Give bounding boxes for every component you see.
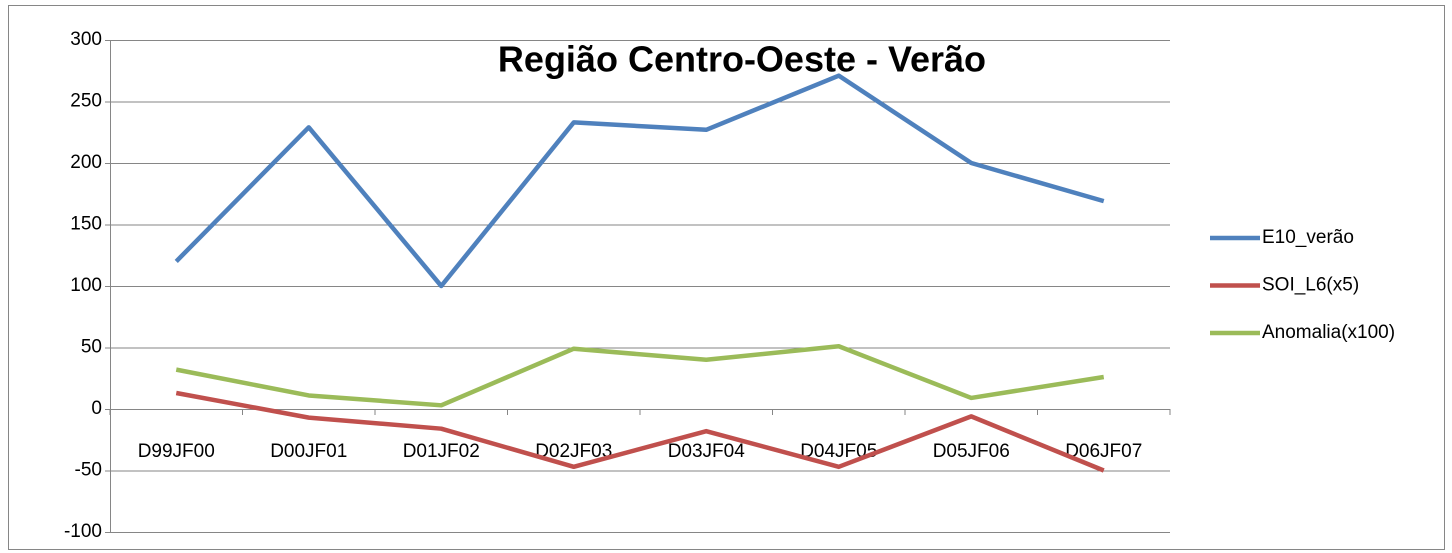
x-tick-label: D05JF06 [933,441,1010,462]
series-line [175,344,1105,408]
legend-label: Anomalia(x100) [1262,322,1395,343]
y-tick-label: 200 [70,152,102,173]
y-tick-label: 300 [70,29,102,50]
y-tick-label: 100 [70,275,102,296]
x-tick-label: D00JF01 [270,441,347,462]
y-tick-label: 0 [91,398,102,419]
x-tick-label: D03JF04 [668,441,746,462]
series-line [175,390,1105,473]
y-tick-label: -100 [64,521,102,542]
legend-label: E10_verão [1262,227,1354,248]
x-tick-label: D02JF03 [535,441,612,462]
legend-label: SOI_L6(x5) [1262,275,1359,296]
y-tick-label: 150 [70,214,102,235]
y-tick-label: -50 [75,460,102,481]
y-tick-label: 50 [81,337,102,358]
x-tick-label: D06JF07 [1065,441,1142,462]
x-tick-label: D01JF02 [403,441,480,462]
chart-border [8,5,1445,550]
x-tick-label: D99JF00 [138,441,215,462]
chart-title: Região Centro-Oeste - Verão [498,39,986,80]
y-tick-label: 250 [70,91,102,112]
x-tick-label: D04JF05 [800,441,877,462]
series-line [174,73,1105,289]
